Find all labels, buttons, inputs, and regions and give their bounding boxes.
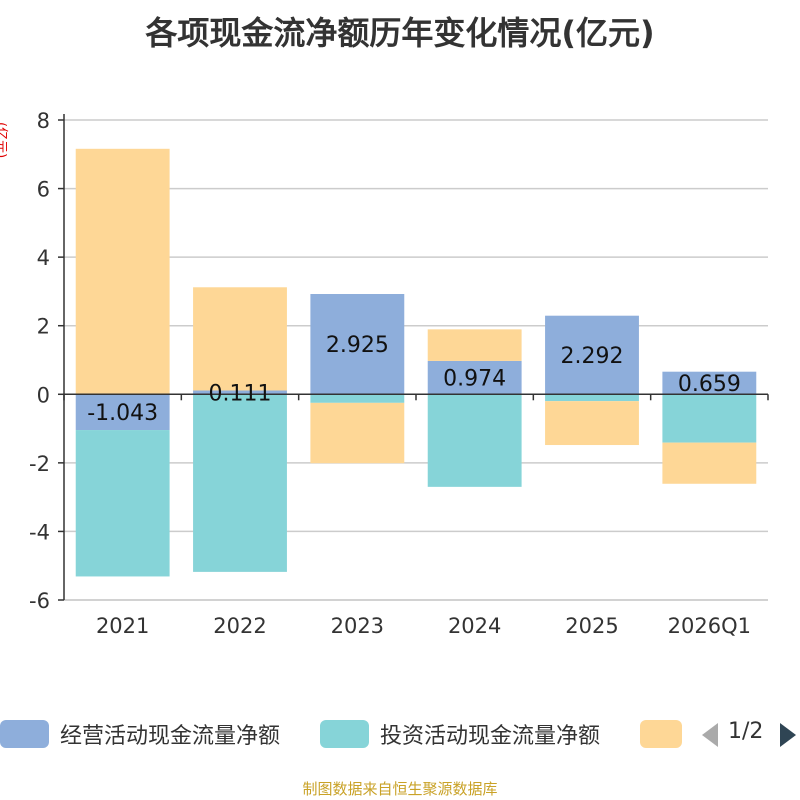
- legend-swatch-third: [640, 720, 682, 748]
- bar-series-1: [310, 394, 405, 403]
- bar-series-0: [545, 315, 639, 395]
- bar-series-0: [75, 394, 170, 431]
- bar-series-1: [193, 394, 287, 572]
- bar-series-2: [75, 148, 170, 395]
- bar-series-0: [427, 360, 522, 395]
- legend-item-operating[interactable]: 经营活动现金流量净额: [0, 716, 300, 752]
- bar-series-0: [310, 294, 405, 395]
- x-tick-label: 2021: [96, 614, 149, 638]
- x-tick-label: 2024: [448, 614, 501, 638]
- bar-series-0: [662, 371, 757, 395]
- grid-lines: [64, 119, 768, 601]
- legend-swatch-investing: [320, 720, 369, 748]
- y-tick-label: 0: [37, 383, 50, 407]
- legend-label-investing: 投资活动现金流量净额: [380, 724, 601, 749]
- chart: -6 -4 -2 0 2 4 6 8 2021 2022 2023 2024 2025 2026Q1 -1…: [29, 109, 769, 638]
- x-tick-label: 2025: [565, 614, 618, 638]
- bar-series-1: [545, 394, 639, 402]
- y-tick-label: 8: [37, 109, 50, 133]
- y-tick-label: 2: [37, 315, 50, 339]
- source-footer: 制图数据来自恒生聚源数据库: [302, 780, 498, 798]
- bar-series-1: [75, 430, 170, 577]
- data-label: 0.111: [209, 381, 272, 406]
- bar-series-2: [310, 402, 405, 464]
- x-tick-label: 2022: [213, 614, 266, 638]
- bar-series-0: [193, 390, 287, 395]
- x-tick-label: 2026Q1: [668, 614, 751, 638]
- axes: -6 -4 -2 0 2 4 6 8 2021 2022 2023 2024 2025 2026Q1: [29, 109, 769, 638]
- bar-series-1: [662, 394, 757, 443]
- legend-swatch-operating: [0, 720, 49, 748]
- legend-page-indicator: 1/2: [728, 719, 764, 744]
- y-tick-label: -4: [29, 520, 50, 544]
- bar-series-2: [427, 329, 522, 361]
- data-label: 2.925: [326, 333, 389, 358]
- data-label: 2.292: [561, 344, 624, 369]
- data-label: -1.043: [87, 401, 158, 426]
- bars: [75, 148, 757, 577]
- legend-label-operating: 经营活动现金流量净额: [60, 724, 281, 749]
- x-tick-label: 2023: [331, 614, 384, 638]
- y-tick-label: 4: [37, 246, 50, 270]
- data-label: 0.659: [678, 372, 741, 397]
- legend-item-investing[interactable]: 投资活动现金流量净额: [320, 716, 630, 752]
- legend: 经营活动现金流量净额 投资活动现金流量净额 1/2: [0, 716, 800, 756]
- bar-series-1: [427, 394, 522, 487]
- y-tick-label: -6: [29, 589, 50, 613]
- y-tick-label: -2: [29, 452, 50, 476]
- chart-title: 各项现金流净额历年变化情况(亿元): [145, 14, 655, 52]
- bar-series-2: [662, 442, 757, 484]
- data-label: 0.974: [443, 367, 506, 392]
- legend-item-third[interactable]: [640, 716, 690, 752]
- legend-next-page-icon[interactable]: [778, 721, 798, 749]
- data-labels: -1.043 0.111 2.925 0.974 2.292 0.659: [87, 333, 741, 426]
- bar-series-2: [545, 401, 639, 446]
- bar-series-2: [193, 287, 287, 391]
- y-tick-label: 6: [37, 178, 50, 202]
- legend-prev-page-icon[interactable]: [700, 721, 720, 749]
